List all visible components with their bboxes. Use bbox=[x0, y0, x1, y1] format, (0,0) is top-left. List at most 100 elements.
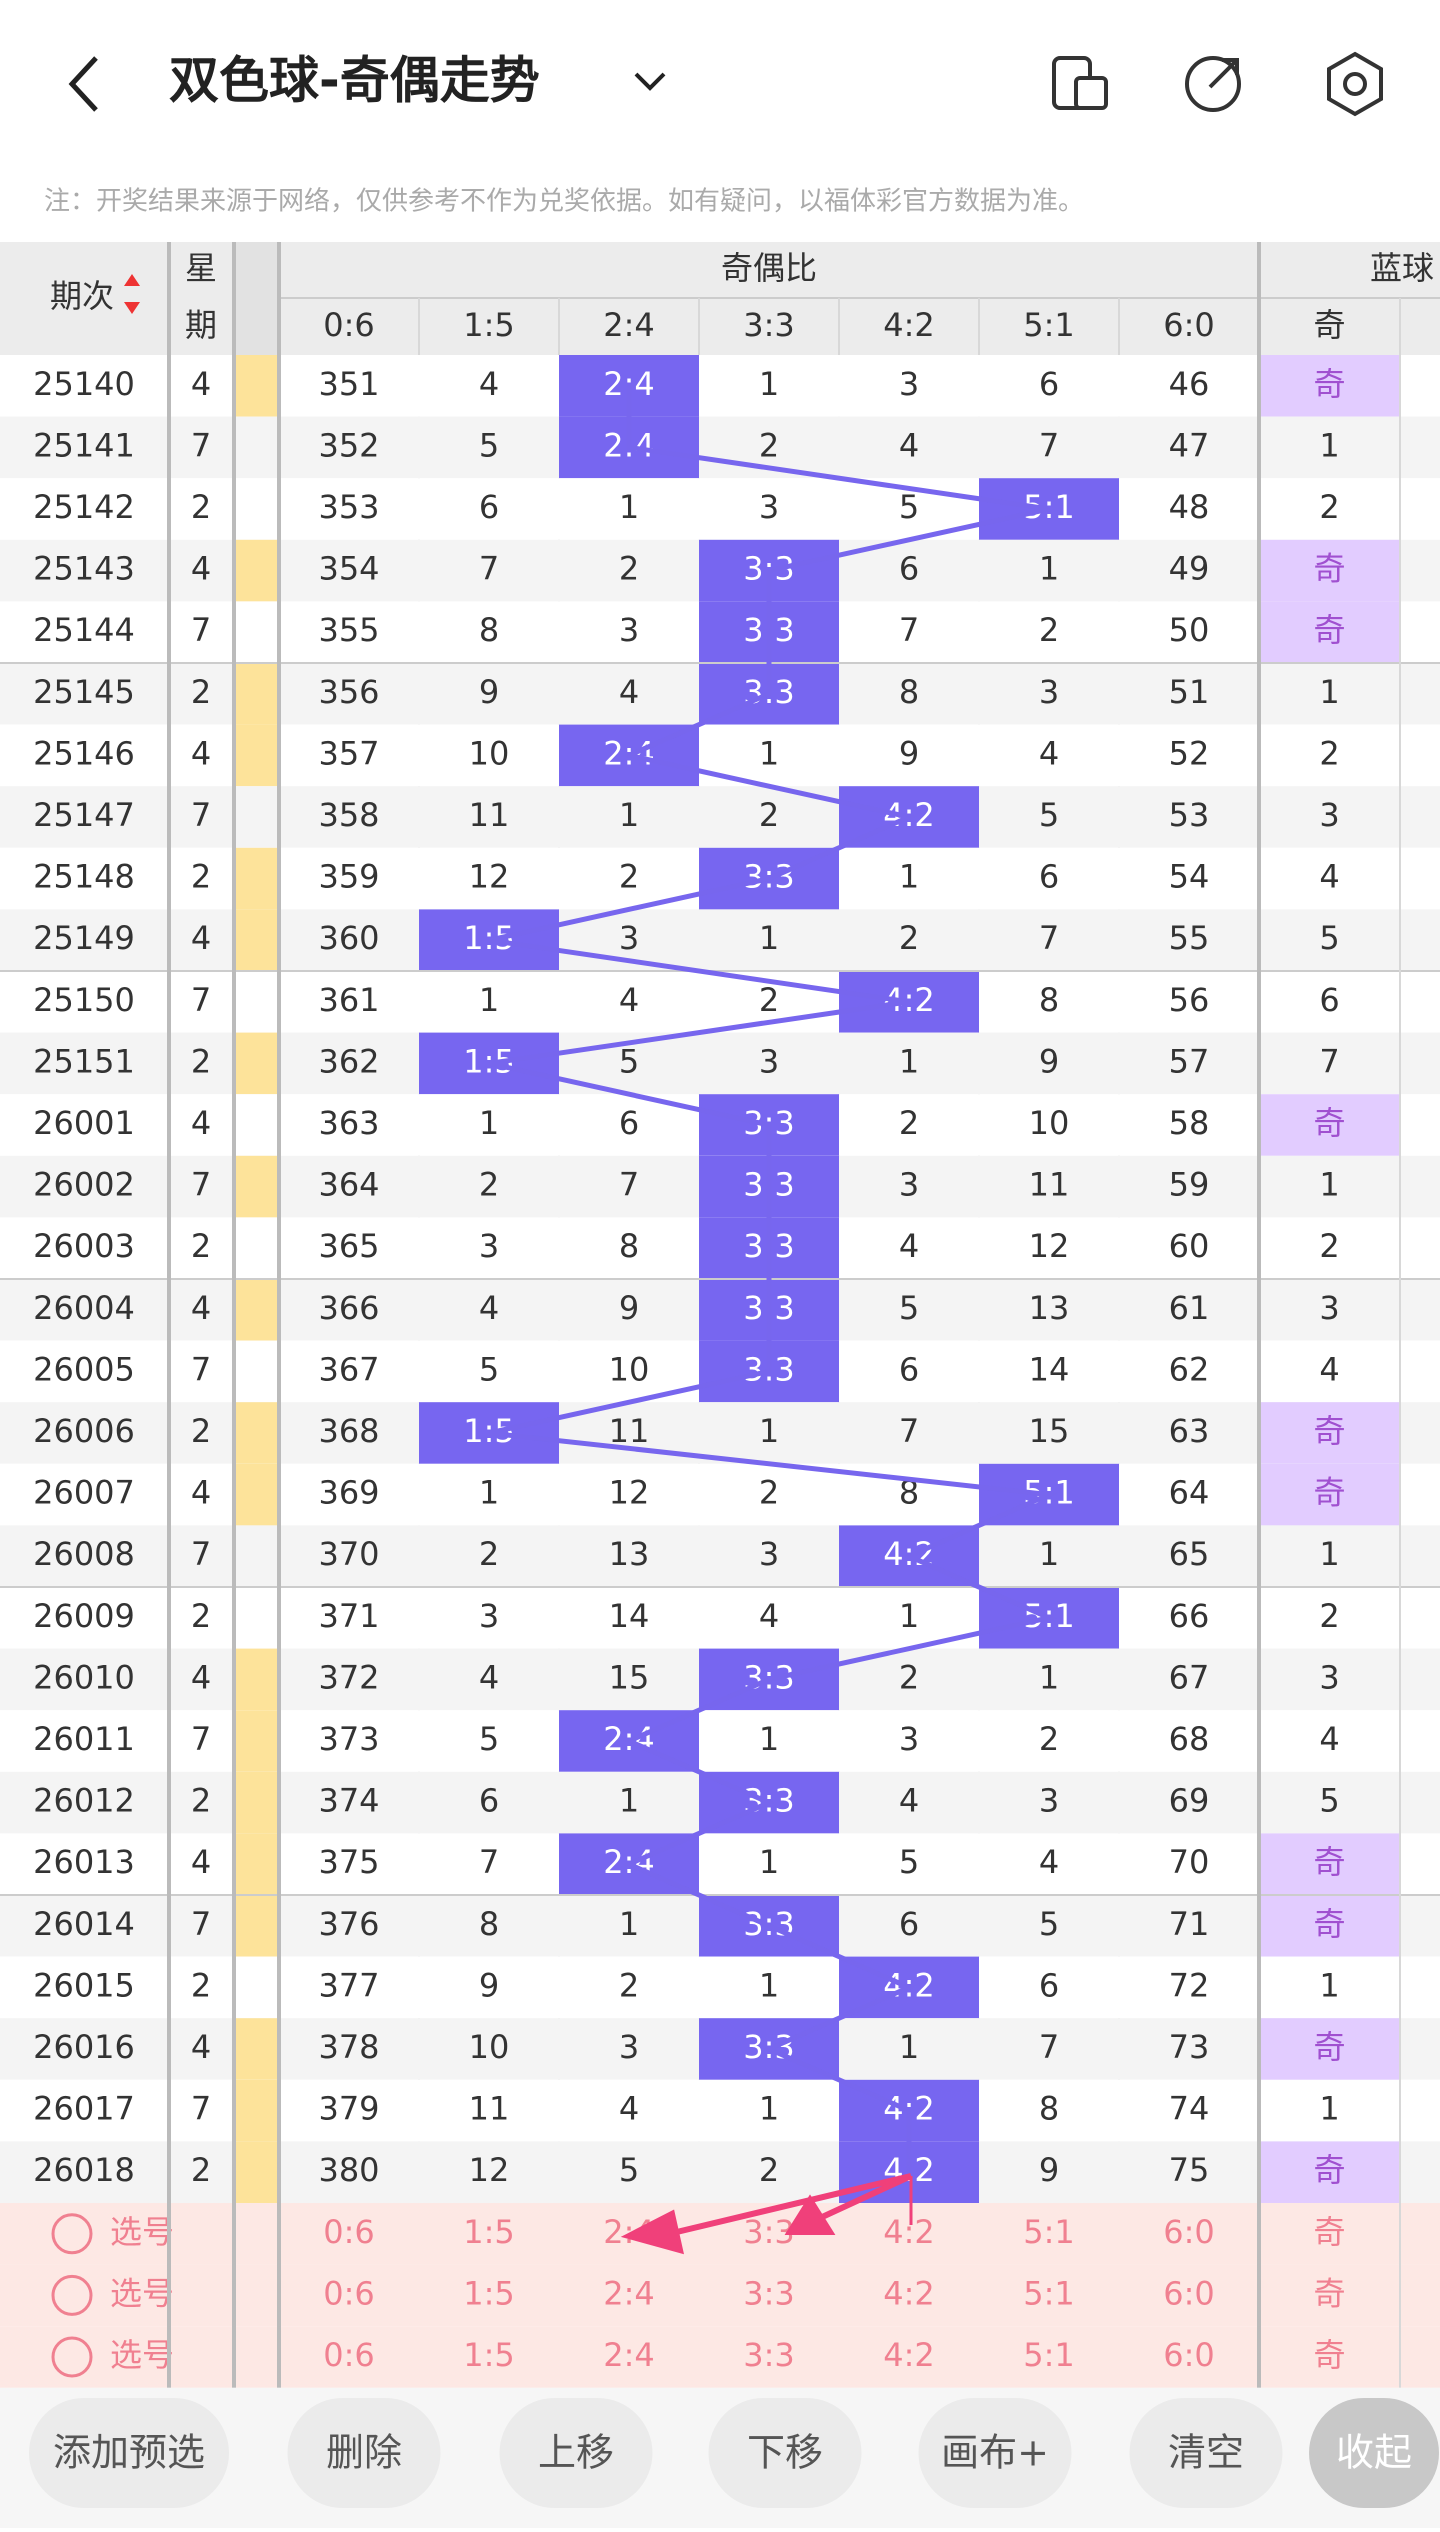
button-label[interactable]: 画布+ bbox=[941, 2431, 1049, 2475]
miss-count: 2 bbox=[619, 1966, 639, 2004]
button[interactable] bbox=[708, 2398, 862, 2508]
miss-count: 6 bbox=[479, 488, 499, 526]
miss-count: 369 bbox=[318, 1474, 379, 1512]
weekday: 7 bbox=[191, 1166, 211, 1204]
miss-count: 3 bbox=[899, 1720, 919, 1758]
blue-cell: 奇 bbox=[1313, 1412, 1345, 1450]
header-column: 3:3 bbox=[743, 306, 795, 344]
blue-cell: 奇 bbox=[1313, 1104, 1345, 1142]
blue-hit bbox=[1259, 1895, 1400, 1957]
row-flag bbox=[236, 724, 277, 787]
select-option[interactable]: 1:5 bbox=[463, 2274, 515, 2312]
select-option[interactable]: 6:0 bbox=[1163, 2336, 1215, 2374]
row-bg bbox=[0, 909, 1440, 971]
select-option[interactable]: 3:3 bbox=[743, 2213, 795, 2251]
icon-device-2 bbox=[1074, 76, 1108, 110]
button[interactable] bbox=[918, 2398, 1072, 2508]
miss-count: 8 bbox=[899, 1474, 919, 1512]
button-label[interactable]: 下移 bbox=[747, 2431, 823, 2475]
weekday: 7 bbox=[191, 981, 211, 1019]
arrow-head bbox=[620, 2209, 685, 2255]
select-radio[interactable] bbox=[51, 2336, 93, 2378]
row-bg bbox=[0, 1833, 1440, 1895]
button-label[interactable]: 删除 bbox=[326, 2431, 402, 2475]
select-option[interactable]: 1:5 bbox=[463, 2336, 515, 2374]
button[interactable] bbox=[499, 2398, 653, 2508]
miss-count: 4 bbox=[479, 1658, 499, 1696]
icon-share[interactable] bbox=[1185, 56, 1241, 112]
header-column: 5:1 bbox=[1023, 306, 1075, 344]
miss-count: 2 bbox=[899, 1658, 919, 1696]
button-label[interactable]: 添加预选 bbox=[53, 2431, 205, 2475]
select-option[interactable]: 4:2 bbox=[883, 2213, 935, 2251]
icon-settings[interactable] bbox=[1327, 51, 1383, 117]
row-bg bbox=[0, 1587, 1440, 1649]
select-option[interactable]: 0:6 bbox=[323, 2274, 375, 2312]
button[interactable] bbox=[1129, 2398, 1283, 2508]
select-option[interactable]: 0:6 bbox=[323, 2213, 375, 2251]
select-option[interactable]: 2:4 bbox=[603, 2274, 655, 2312]
button[interactable] bbox=[1309, 2398, 1439, 2508]
dropdown[interactable] bbox=[634, 72, 666, 91]
blue-cell: 3 bbox=[1319, 1658, 1339, 1696]
icons bbox=[1052, 51, 1383, 117]
select-option[interactable]: 5:1 bbox=[1023, 2213, 1075, 2251]
title: 双色球-奇偶走势 bbox=[169, 52, 540, 110]
select-option[interactable]: 3:3 bbox=[743, 2274, 795, 2312]
select-option[interactable]: 5:1 bbox=[1023, 2336, 1075, 2374]
blue-cell: 2 bbox=[1319, 1597, 1339, 1635]
select-option[interactable]: 0:6 bbox=[323, 2336, 375, 2374]
select-option[interactable]: 1:5 bbox=[463, 2213, 515, 2251]
select-option[interactable]: 4:2 bbox=[883, 2274, 935, 2312]
row-flag bbox=[236, 847, 277, 910]
select-option[interactable]: 4:2 bbox=[883, 2336, 935, 2374]
period: 26012 bbox=[33, 1782, 135, 1820]
miss-count: 51 bbox=[1169, 673, 1210, 711]
row-bg bbox=[0, 1956, 1440, 2019]
miss-count: 371 bbox=[318, 1597, 379, 1635]
back-button[interactable] bbox=[68, 56, 98, 112]
row-bg bbox=[0, 355, 1440, 417]
miss-count: 363 bbox=[318, 1104, 379, 1142]
select-option[interactable]: 2:4 bbox=[603, 2336, 655, 2374]
miss-count: 7 bbox=[899, 611, 919, 649]
miss-count: 358 bbox=[318, 796, 379, 834]
miss-count: 15 bbox=[1029, 1412, 1070, 1450]
header-period[interactable]: 期次 bbox=[50, 277, 114, 315]
select-option[interactable]: 3:3 bbox=[743, 2336, 795, 2374]
button[interactable] bbox=[287, 2398, 441, 2508]
miss-count: 54 bbox=[1169, 858, 1210, 896]
select-radio[interactable] bbox=[51, 2274, 93, 2316]
miss-count: 5 bbox=[899, 488, 919, 526]
select-option[interactable]: 6:0 bbox=[1163, 2213, 1215, 2251]
button-label[interactable]: 收起 bbox=[1336, 2431, 1412, 2475]
row-flag bbox=[236, 1155, 277, 1218]
select-radio[interactable] bbox=[51, 2213, 93, 2255]
miss-count: 1 bbox=[899, 1597, 919, 1635]
blue-cell: 2 bbox=[1319, 734, 1339, 772]
row-flag bbox=[236, 909, 277, 971]
weekday: 7 bbox=[191, 1535, 211, 1573]
select-option[interactable]: 5:1 bbox=[1023, 2274, 1075, 2312]
weekday: 7 bbox=[191, 796, 211, 834]
blue-cell: 5 bbox=[1319, 1782, 1339, 1820]
button-label[interactable]: 清空 bbox=[1168, 2431, 1244, 2475]
select-option[interactable]: 奇 bbox=[1313, 2336, 1345, 2374]
miss-count: 53 bbox=[1169, 796, 1210, 834]
select-option[interactable]: 奇 bbox=[1313, 2274, 1345, 2312]
row-bg bbox=[0, 1525, 1440, 1587]
weekday: 2 bbox=[191, 1597, 211, 1635]
miss-count: 3 bbox=[619, 611, 639, 649]
miss-count: 8 bbox=[619, 1227, 639, 1265]
row-bg bbox=[0, 1032, 1440, 1095]
button-label[interactable]: 上移 bbox=[538, 2431, 614, 2475]
button[interactable] bbox=[29, 2398, 229, 2508]
blue-hit bbox=[1259, 1463, 1400, 1526]
select-option[interactable]: 6:0 bbox=[1163, 2274, 1215, 2312]
miss-count: 75 bbox=[1169, 2151, 1210, 2189]
miss-count: 7 bbox=[479, 1843, 499, 1881]
miss-count: 2 bbox=[479, 1535, 499, 1573]
select-option[interactable]: 奇 bbox=[1313, 2213, 1345, 2251]
arrow-head bbox=[784, 2194, 836, 2235]
